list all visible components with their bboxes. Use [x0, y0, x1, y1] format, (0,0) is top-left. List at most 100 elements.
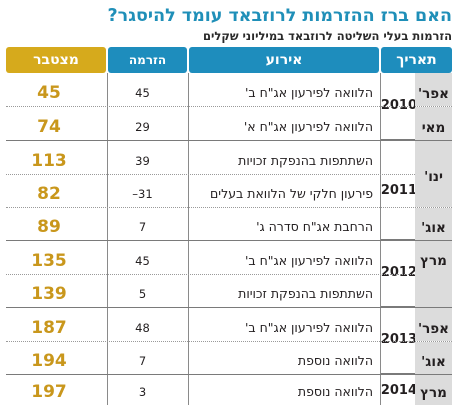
increase-cell: 5	[108, 275, 187, 307]
month-label: מרץ	[420, 385, 447, 401]
month-label: מאי	[421, 120, 446, 136]
event-cell: השתתפות בהנפקת זכויות	[189, 275, 379, 307]
event-cell: הלוואה לפירעון אג"ח ב'	[189, 241, 379, 274]
event-cell: השתתפות בהנפקת זכויות	[189, 141, 379, 174]
row-separator	[6, 106, 452, 107]
row-separator	[6, 207, 452, 208]
year-block-2014: 2014	[381, 374, 452, 405]
year-label: 2012	[380, 265, 417, 280]
column-divider	[380, 73, 381, 405]
row-separator	[6, 274, 415, 275]
increase-value: 3	[138, 385, 147, 399]
column-divider	[107, 73, 108, 405]
cumulative-cell: 135	[6, 241, 106, 274]
table-row: פירעון חלקי של הלוואת בעלים 31– 82	[6, 175, 452, 207]
row-separator	[6, 174, 415, 175]
row-separator	[6, 341, 452, 342]
month-label: אוג'	[421, 220, 446, 236]
event-label: הלוואה נוספת	[297, 353, 373, 368]
table-row: אפר' הלוואה לפירעון אג"ח ב' 48 187	[6, 308, 452, 341]
cumulative-value: 82	[37, 184, 61, 204]
cumulative-cell: 113	[6, 141, 106, 174]
month-label: מרץ	[420, 253, 447, 269]
injections-table: 2010 2011 2012 2013 2014 אפר' הלוואה לפי…	[6, 73, 452, 405]
cumulative-value: 194	[31, 351, 67, 371]
month-cell: אוג'	[415, 208, 452, 240]
event-cell: הלוואה לפירעון אג"ח ב'	[189, 308, 379, 341]
month-label: אוג'	[421, 354, 446, 370]
increase-value: 7	[138, 220, 147, 234]
row-separator	[6, 374, 452, 375]
header-increase: הזרמה	[108, 47, 187, 73]
increase-cell: 3	[108, 375, 187, 405]
event-label: הלוואה נוספת	[297, 384, 373, 399]
header-event: אירוע	[189, 47, 379, 73]
event-cell: פירעון חלקי של הלוואת בעלים	[189, 175, 379, 207]
year-label: 2013	[380, 332, 417, 347]
month-cell: אוג'	[415, 342, 452, 374]
row-separator	[6, 307, 452, 308]
table-row: מאי הלוואה לפירעון אג"ח א' 29 74	[6, 107, 452, 140]
event-label: הלוואה לפירעון אג"ח ב'	[244, 253, 373, 268]
event-label: השתתפות בהנפקת זכויות	[238, 153, 373, 168]
cumulative-value: 113	[31, 151, 67, 171]
header-date: תאריך	[381, 47, 452, 73]
increase-value: 48	[135, 321, 150, 335]
increase-value: 5	[138, 287, 147, 301]
increase-cell: 45	[108, 241, 187, 274]
cumulative-value: 45	[37, 83, 61, 103]
increase-value: 45	[135, 86, 150, 100]
event-label: הלוואה לפירעון אג"ח ב'	[244, 85, 373, 100]
month-cell: אפר'	[415, 73, 452, 106]
table-header: תאריך אירוע הזרמה מצטבר	[6, 47, 452, 73]
month-cell: מאי	[415, 107, 452, 140]
table-row: אפר' הלוואה לפירעון אג"ח ב' 45 45	[6, 73, 452, 106]
increase-cell: 31–	[108, 175, 187, 207]
increase-cell: 7	[108, 208, 187, 240]
event-cell: הרחבת אג"ח סדרה ג'	[189, 208, 379, 240]
event-label: השתתפות בהנפקת זכויות	[238, 286, 373, 301]
row-separator	[6, 240, 452, 241]
event-cell: הלוואה נוספת	[189, 375, 379, 405]
cumulative-value: 139	[31, 284, 67, 304]
cumulative-cell: 194	[6, 342, 106, 374]
cumulative-value: 89	[37, 217, 61, 237]
increase-cell: 39	[108, 141, 187, 174]
event-label: פירעון חלקי של הלוואת בעלים	[210, 186, 373, 201]
year-label: 2014	[380, 383, 417, 398]
month-cell: מרץ	[415, 375, 452, 405]
increase-cell: 29	[108, 107, 187, 140]
month-cell: ינו'	[415, 141, 452, 207]
event-label: הרחבת אג"ח סדרה ג'	[256, 219, 373, 234]
cumulative-value: 135	[31, 251, 67, 271]
increase-cell: 45	[108, 73, 187, 106]
event-label: הלוואה לפירעון אג"ח ב'	[244, 320, 373, 335]
increase-value: 29	[135, 120, 150, 134]
row-separator	[6, 140, 452, 141]
month-label: אפר'	[418, 86, 449, 102]
event-cell: הלוואה לפירעון אג"ח א'	[189, 107, 379, 140]
month-cell: אפר'	[415, 308, 452, 341]
cumulative-value: 187	[31, 318, 67, 338]
column-divider	[188, 73, 189, 405]
table-row: השתתפות בהנפקת זכויות 5 139	[6, 275, 452, 307]
cumulative-value: 197	[31, 382, 67, 402]
cumulative-cell: 82	[6, 175, 106, 207]
month-label: ינו'	[424, 169, 443, 185]
increase-value: 39	[135, 154, 150, 168]
month-cell: מרץ	[415, 241, 452, 307]
cumulative-cell: 74	[6, 107, 106, 140]
increase-cell: 7	[108, 342, 187, 374]
cumulative-cell: 45	[6, 73, 106, 106]
page-subtitle: הזרמות בעלי השליטה לרוזבאד במיליוני שקלי…	[203, 29, 452, 43]
page-title: האם ברז ההזרמות לרוזבאד עומד להיסגר?	[107, 6, 452, 26]
cumulative-cell: 139	[6, 275, 106, 307]
table-row: מרץ הלוואה נוספת 3 197	[6, 375, 452, 405]
table-row: אוג' הלוואה נוספת 7 194	[6, 342, 452, 374]
year-label: 2010	[380, 98, 417, 113]
header-cumulative: מצטבר	[6, 47, 106, 73]
event-label: הלוואה לפירעון אג"ח א'	[243, 119, 373, 134]
cumulative-value: 74	[37, 117, 61, 137]
table-row: מרץ הלוואה לפירעון אג"ח ב' 45 135	[6, 241, 452, 307]
increase-value: 7	[138, 354, 147, 368]
